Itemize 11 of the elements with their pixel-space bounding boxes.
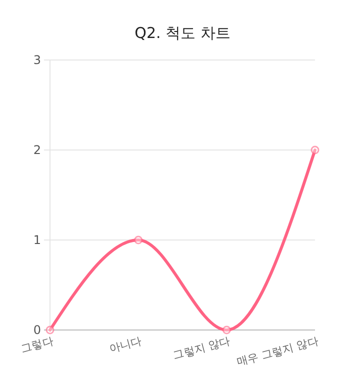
y-tick-label: 2 [33,143,41,158]
x-tick-label: 그렇지 않다 [172,334,232,362]
point [134,236,143,244]
x-tick-label: 매우 그렇지 않다 [235,334,320,369]
chart-title: Q2. 척도 차트 [134,24,230,42]
point [310,146,320,154]
y-tick-label: 3 [33,53,41,68]
point [46,326,54,334]
y-tick-label: 1 [33,233,41,248]
point [222,326,231,334]
x-tick-label: 아니다 [108,334,144,356]
